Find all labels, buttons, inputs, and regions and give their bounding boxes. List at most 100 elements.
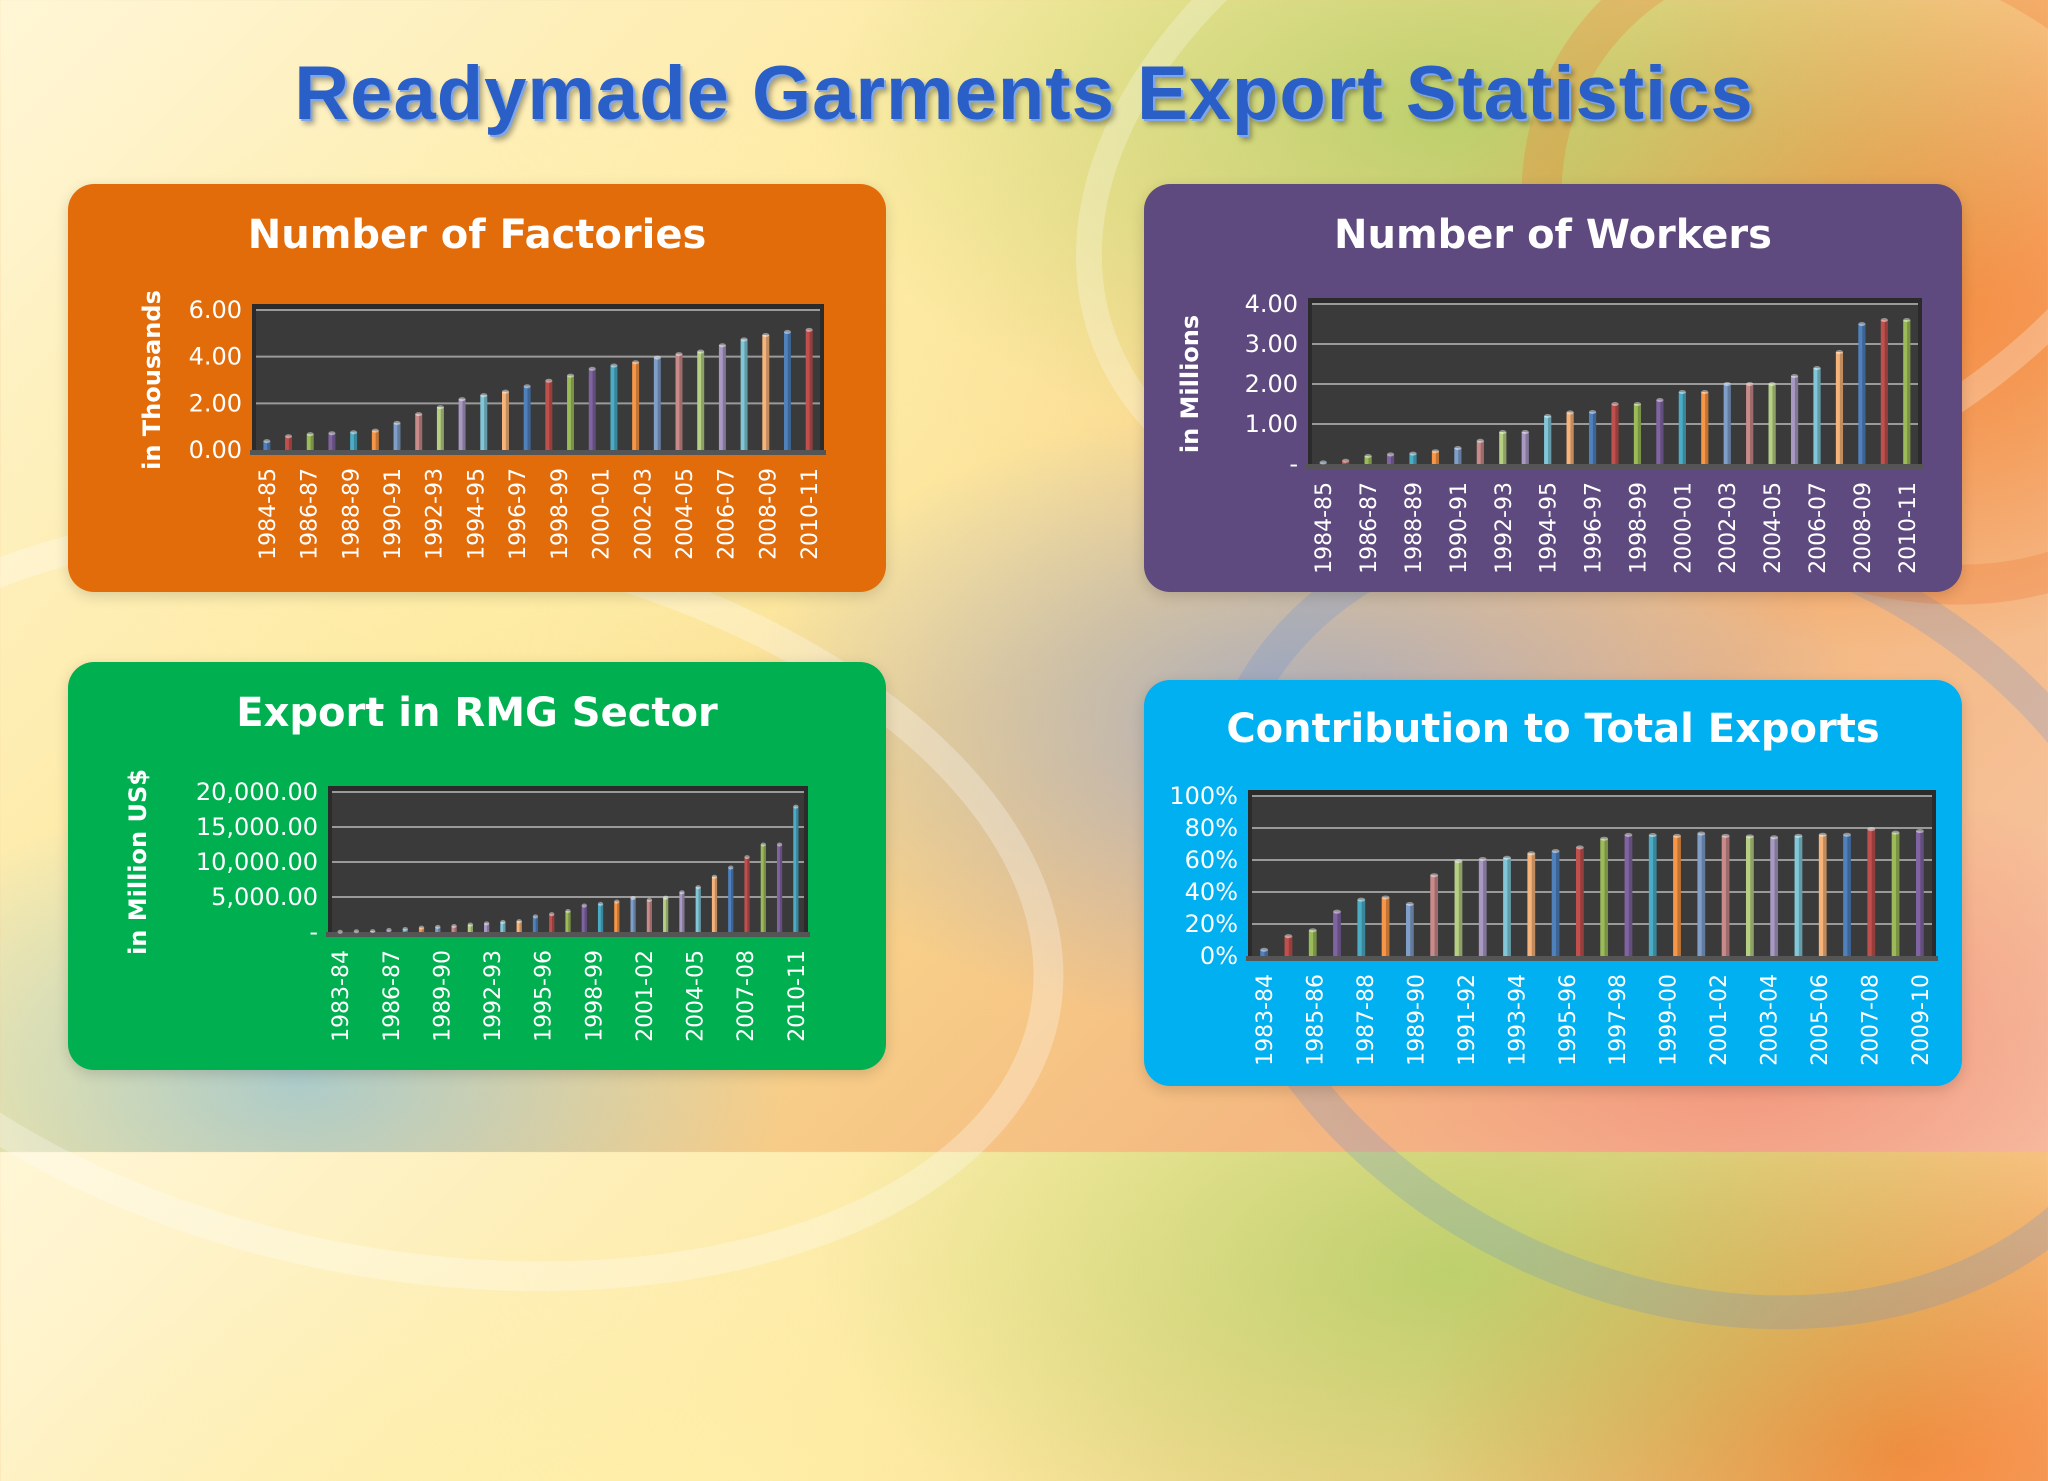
bar-shade (1728, 384, 1731, 464)
x-tick-label: 2010-11 (785, 950, 810, 1042)
x-tick-label: 2000-01 (590, 468, 615, 560)
bar-cap (565, 909, 570, 913)
bar-cap (614, 900, 619, 904)
x-tick-label: 1990-91 (381, 468, 406, 560)
bar-cap (1881, 318, 1888, 322)
bar-shade (1907, 320, 1910, 464)
x-tick-label: 2001-02 (1707, 974, 1732, 1066)
bar-shade (1526, 432, 1529, 464)
bar-cap (663, 896, 668, 900)
bar-shade (698, 887, 700, 932)
bar-shade (536, 916, 538, 932)
bar-cap (1522, 430, 1529, 434)
bar-cap (1746, 834, 1754, 838)
bar-shade (1823, 835, 1826, 956)
bar-shade (568, 911, 570, 932)
bar-cap (1819, 833, 1827, 837)
y-tick-label: 4.00 (189, 343, 242, 371)
bar-shade (549, 381, 552, 450)
bar-shade (1638, 404, 1641, 464)
bar-cap (719, 343, 726, 347)
bar-cap (582, 904, 587, 908)
x-tick-label: 1995-96 (532, 950, 557, 1042)
bar-cap (1499, 430, 1506, 434)
plot-floor (326, 932, 810, 937)
bar-cap (741, 337, 748, 341)
x-tick-label: 1988-89 (339, 468, 364, 560)
bar-cap (697, 350, 704, 354)
bar-shade (1458, 448, 1461, 464)
bar-shade (289, 436, 292, 450)
y-tick-label: 100% (1169, 782, 1238, 810)
bar-shade (810, 330, 813, 450)
bar-cap (1656, 398, 1663, 402)
bar-cap (1746, 382, 1753, 386)
bar-cap (567, 374, 574, 378)
bar-shade (1629, 835, 1632, 956)
bar-cap (533, 914, 538, 918)
bar-shade (1726, 836, 1729, 956)
bar-shade (788, 332, 791, 450)
bar-shade (715, 877, 717, 932)
bar-cap (394, 421, 401, 425)
y-tick-label: 0% (1200, 942, 1238, 970)
bar-cap (1649, 833, 1657, 837)
bar-shade (332, 433, 335, 450)
bar-shade (666, 898, 668, 932)
bar-cap (679, 890, 684, 894)
x-tick-label: 1998-99 (1626, 482, 1651, 574)
x-tick-label: 1991-92 (1455, 974, 1480, 1066)
bar-cap (1544, 414, 1551, 418)
plot-floor (250, 450, 826, 455)
y-tick-label: 3.00 (1245, 330, 1298, 358)
plot-wall (1252, 796, 1932, 956)
bar-shade (1920, 831, 1923, 956)
x-tick-label: 1995-96 (1556, 974, 1581, 1066)
bar-cap (328, 431, 335, 435)
bar-shade (1799, 836, 1802, 956)
bar-cap (1673, 834, 1681, 838)
x-tick-label: 1983-84 (329, 950, 354, 1042)
bar-cap (1679, 390, 1686, 394)
x-tick-label: 1998-99 (548, 468, 573, 560)
bar-cap (480, 393, 487, 397)
bar-shade (311, 434, 314, 450)
bar-shade (1750, 836, 1753, 956)
bar-shade (723, 345, 726, 450)
y-tick-label: 40% (1185, 878, 1238, 906)
bar-shade (1605, 839, 1608, 956)
bar-cap (610, 364, 617, 368)
bar-shade (1483, 859, 1486, 956)
bar-shade (731, 868, 733, 932)
y-tick-label: 0.00 (189, 436, 242, 464)
x-tick-label: 1998-99 (582, 950, 607, 1042)
bar-shade (650, 900, 652, 932)
bar-shade (658, 358, 661, 450)
x-tick-label: 2009-10 (1909, 974, 1934, 1066)
bar-shade (1653, 835, 1656, 956)
bar-shade (1795, 376, 1798, 464)
x-tick-label: 1993-94 (1505, 974, 1530, 1066)
bar-cap (484, 921, 489, 925)
bar-cap (1477, 439, 1484, 443)
bar-shade (484, 395, 487, 450)
x-tick-label: 1989-90 (430, 950, 455, 1042)
y-axis-label: in Million US$ (124, 769, 152, 955)
bar-shade (1750, 384, 1753, 464)
x-tick-label: 1985-86 (1304, 974, 1329, 1066)
bar-shade (633, 898, 635, 932)
bar-cap (1260, 948, 1268, 952)
bar-cap (784, 330, 791, 334)
bar-cap (1409, 452, 1416, 456)
bar-cap (500, 920, 505, 924)
bar-shade (397, 423, 400, 450)
bar-shade (552, 914, 554, 932)
x-tick-label: 1996-97 (506, 468, 531, 560)
bar-cap (1479, 857, 1487, 861)
x-tick-label: 1983-84 (1253, 974, 1278, 1066)
x-tick-label: 2004-05 (684, 950, 709, 1042)
bar-shade (1289, 936, 1292, 956)
y-tick-label: 5,000.00 (211, 883, 318, 911)
